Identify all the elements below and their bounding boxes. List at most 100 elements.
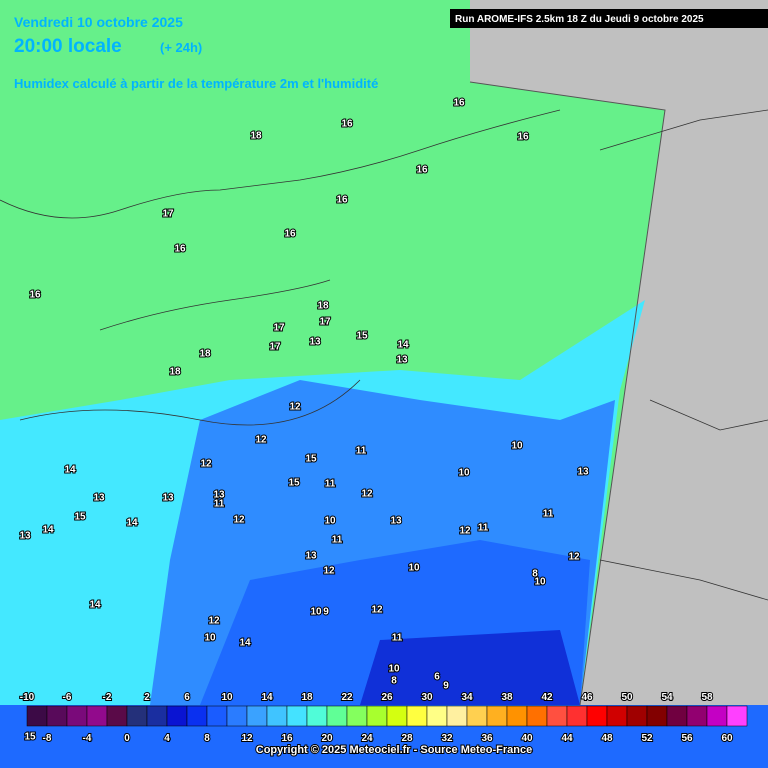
scale-box xyxy=(446,705,468,727)
scale-box xyxy=(286,705,308,727)
scale-label: 46 xyxy=(581,692,593,703)
contour-label: 10 xyxy=(204,633,216,644)
contour-label: 16 xyxy=(341,119,353,130)
contour-label: 16 xyxy=(453,98,465,109)
scale-box xyxy=(426,705,448,727)
scale-label: 38 xyxy=(501,692,513,703)
contour-label: 12 xyxy=(289,402,301,413)
contour-label: 18 xyxy=(199,349,211,360)
scale-label: 34 xyxy=(461,692,473,703)
scale-label: -10 xyxy=(20,692,35,703)
contour-labels: 16 16 18 16 16 16 17 16 16 16 18 17 17 15 17 13 18 14 13 18… xyxy=(18,97,590,744)
contour-label: 13 xyxy=(162,493,174,504)
contour-label: 16 xyxy=(336,195,348,206)
scale-label: 16 xyxy=(281,733,293,744)
contour-label: 15 xyxy=(74,512,86,523)
contour-label: 10 xyxy=(458,468,470,479)
scale-label: 4 xyxy=(164,733,170,744)
scale-label: 42 xyxy=(541,692,553,703)
humidex-deepblue xyxy=(360,630,580,705)
contour-label: 11 xyxy=(356,446,367,457)
run-info: Run AROME-IFS 2.5km 18 Z du Jeudi 9 octo… xyxy=(455,14,704,25)
contour-label: 14 xyxy=(42,525,54,536)
scale-box xyxy=(726,705,748,727)
contour-label: 12 xyxy=(371,605,383,616)
contour-label: 10 xyxy=(534,577,546,588)
contour-label: 16 xyxy=(29,290,41,301)
scale-label: 48 xyxy=(601,733,613,744)
scale-label: 40 xyxy=(521,733,533,744)
contour-label: 15 xyxy=(288,478,300,489)
contour-label: 14 xyxy=(64,465,76,476)
scale-label: 36 xyxy=(481,733,493,744)
contour-label: 14 xyxy=(89,600,101,611)
contour-label: 17 xyxy=(269,342,281,353)
scale-label: 50 xyxy=(621,692,633,703)
contour-label: 13 xyxy=(309,337,321,348)
contour-label: 15 xyxy=(305,454,317,465)
scale-box xyxy=(466,705,488,727)
scale-label: 2 xyxy=(144,692,150,703)
contour-label: 18 xyxy=(317,301,329,312)
contour-label: 10 xyxy=(511,441,523,452)
scale-box xyxy=(646,705,668,727)
contour-label: 9 xyxy=(323,607,329,618)
contour-label: 14 xyxy=(126,518,138,529)
domain-edge xyxy=(469,81,666,706)
contour-label: 10 xyxy=(310,607,322,618)
scale-label: 12 xyxy=(241,733,253,744)
scale-label: 20 xyxy=(321,733,333,744)
scale-box xyxy=(666,705,688,727)
scale-box xyxy=(126,705,148,727)
scale-box xyxy=(246,705,268,727)
scale-label: 60 xyxy=(721,733,733,744)
contour-label: 14 xyxy=(239,638,251,649)
scale-box xyxy=(366,705,388,727)
contour-label: 11 xyxy=(332,535,343,546)
scale-box xyxy=(166,705,188,727)
contour-label: 12 xyxy=(323,566,335,577)
contour-label: 11 xyxy=(392,633,403,644)
scale-box xyxy=(306,705,328,727)
scale-box xyxy=(26,705,48,727)
scale-box xyxy=(206,705,228,727)
scale-box xyxy=(626,705,648,727)
scale-label: 10 xyxy=(221,692,233,703)
contour-label: 13 xyxy=(19,531,31,542)
contour-label: 10 xyxy=(408,563,420,574)
contour-label: 11 xyxy=(325,479,336,490)
contour-label: 16 xyxy=(174,244,186,255)
color-scale: -10 -6 -2 2 6 10 14 18 22 26 30 34 38 42 46 50 54 58-8 -4 0… xyxy=(19,691,748,745)
scale-label: 0 xyxy=(124,733,130,744)
date-line: Vendredi 10 octobre 2025 xyxy=(14,14,183,30)
scale-label: 54 xyxy=(661,692,673,703)
contour-label: 15 xyxy=(24,732,36,743)
contour-label: 17 xyxy=(273,323,285,334)
scale-box xyxy=(266,705,288,727)
copyright: Copyright © 2025 Meteociel.fr - Source M… xyxy=(256,744,532,756)
scale-box xyxy=(586,705,608,727)
contour-label: 13 xyxy=(213,490,225,501)
contour-label: 14 xyxy=(397,340,409,351)
scale-label: 26 xyxy=(381,692,393,703)
contour-label: 18 xyxy=(169,367,181,378)
contour-label: 17 xyxy=(319,317,331,328)
scale-box xyxy=(146,705,168,727)
scale-label: 24 xyxy=(361,733,373,744)
scale-label: 56 xyxy=(681,733,693,744)
contour-label: 8 xyxy=(391,676,397,687)
contour-label: 12 xyxy=(255,435,267,446)
scale-label: 28 xyxy=(401,733,413,744)
contour-label: 17 xyxy=(162,209,174,220)
scale-label: 44 xyxy=(561,733,573,744)
scale-box xyxy=(486,705,508,727)
contour-label: 12 xyxy=(361,489,373,500)
scale-box xyxy=(346,705,368,727)
scale-label: 58 xyxy=(701,692,713,703)
scale-box xyxy=(226,705,248,727)
borders xyxy=(0,109,768,601)
scale-label: 32 xyxy=(441,733,453,744)
contour-label: 13 xyxy=(577,467,589,478)
scale-box xyxy=(66,705,88,727)
